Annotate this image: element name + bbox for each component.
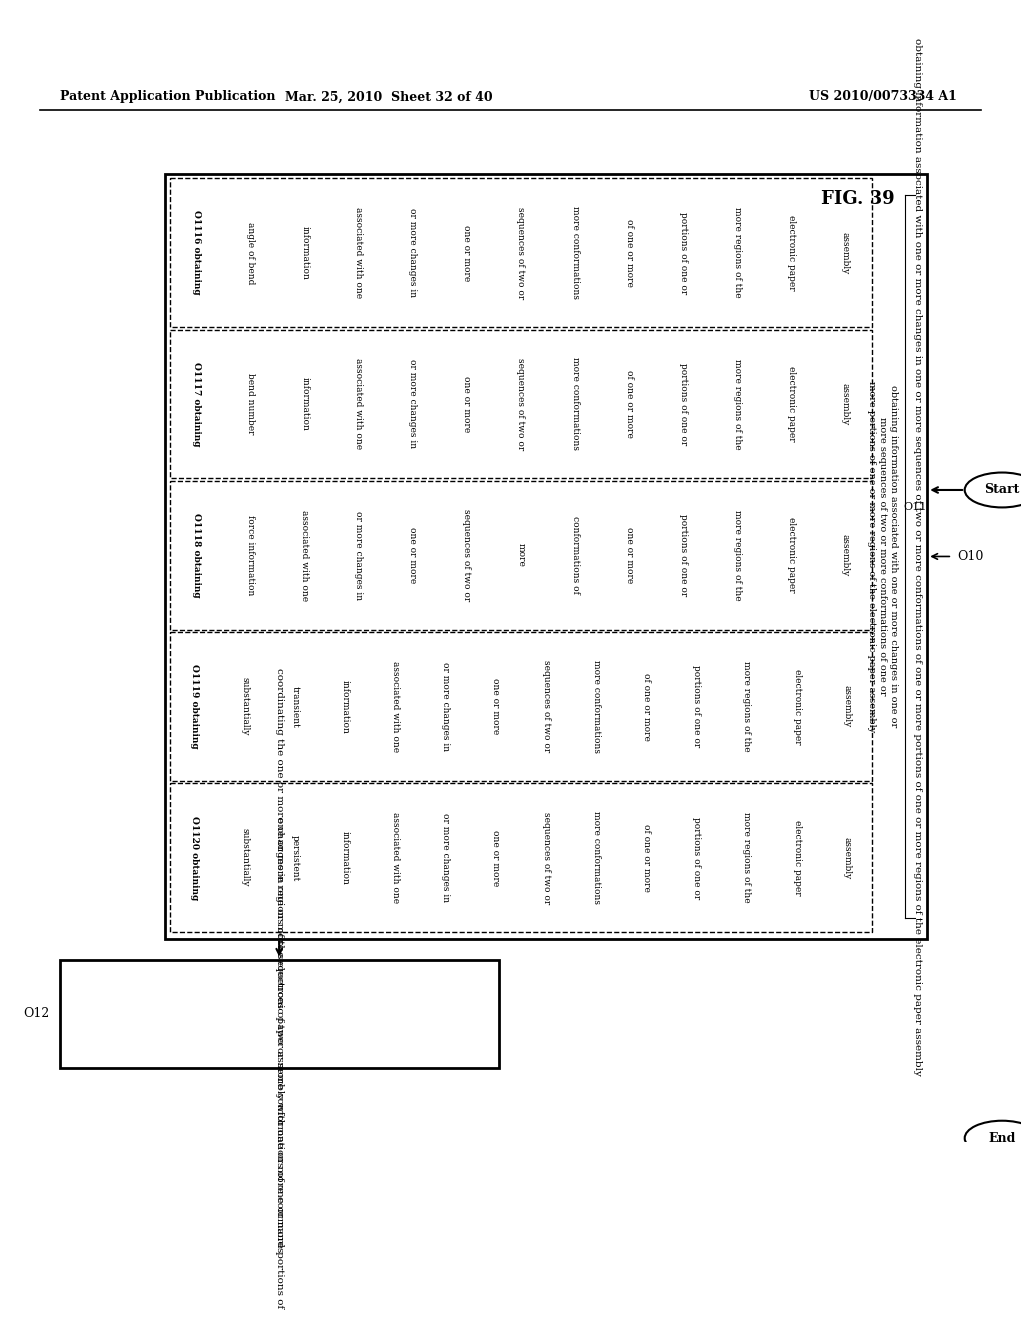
Text: electronic paper: electronic paper: [793, 820, 802, 895]
Text: more regions of the: more regions of the: [742, 812, 752, 903]
Text: O11: O11: [903, 502, 927, 512]
Text: or more changes in: or more changes in: [409, 209, 418, 297]
Text: more: more: [516, 544, 525, 568]
Text: substantially: substantially: [241, 677, 249, 735]
Text: more regions of the: more regions of the: [733, 207, 741, 298]
Text: of one or more: of one or more: [625, 370, 634, 438]
Text: one or more: one or more: [492, 829, 501, 886]
Text: portions of one or: portions of one or: [679, 513, 688, 597]
Text: coordinating the one or more changes in one or more sequences of two or more con: coordinating the one or more changes in …: [274, 668, 284, 1308]
Text: or more changes in: or more changes in: [441, 661, 451, 751]
Text: obtaining information associated with one or more changes in one or more sequenc: obtaining information associated with on…: [912, 37, 922, 1076]
Text: portions of one or: portions of one or: [679, 211, 688, 294]
Text: portions of one or: portions of one or: [692, 665, 701, 747]
Text: assembly: assembly: [841, 383, 850, 425]
Text: assembly: assembly: [841, 535, 850, 577]
Text: more regions of the: more regions of the: [733, 510, 741, 601]
Text: sequences of two or: sequences of two or: [516, 358, 525, 450]
Text: one or more: one or more: [409, 527, 418, 583]
Text: associated with one: associated with one: [354, 359, 364, 450]
Text: associated with one: associated with one: [391, 812, 400, 903]
Text: more regions of the: more regions of the: [733, 359, 741, 449]
Text: electronic paper: electronic paper: [786, 366, 796, 442]
Text: Start: Start: [984, 483, 1020, 496]
Text: information: information: [300, 378, 309, 430]
Text: electronic paper: electronic paper: [786, 215, 796, 290]
Text: portions of one or: portions of one or: [692, 817, 701, 899]
Text: information: information: [341, 680, 350, 734]
Text: sequences of two or: sequences of two or: [463, 510, 471, 602]
Text: information: information: [300, 226, 309, 280]
Text: O1119 obtaining: O1119 obtaining: [190, 664, 199, 748]
Text: End: End: [988, 1131, 1016, 1144]
Text: O1117 obtaining: O1117 obtaining: [193, 362, 201, 446]
Text: angle of bend: angle of bend: [246, 222, 255, 284]
Text: persistent: persistent: [291, 834, 300, 880]
Text: more conformations: more conformations: [570, 358, 580, 450]
Text: force information: force information: [246, 515, 255, 595]
Text: sequences of two or: sequences of two or: [516, 207, 525, 298]
Text: sequences of two or: sequences of two or: [542, 660, 551, 752]
Text: Patent Application Publication: Patent Application Publication: [59, 90, 275, 103]
Text: O12: O12: [24, 1007, 50, 1020]
Text: electronic paper: electronic paper: [786, 517, 796, 593]
Text: associated with one: associated with one: [354, 207, 364, 298]
Text: of one or more: of one or more: [625, 219, 634, 286]
Text: associated with one: associated with one: [300, 510, 309, 601]
Text: more regions of the: more regions of the: [742, 661, 752, 752]
Text: one or more: one or more: [463, 376, 471, 432]
Text: O10: O10: [957, 550, 984, 562]
Text: assembly: assembly: [843, 685, 852, 727]
Text: information: information: [341, 830, 350, 884]
Text: or more changes in: or more changes in: [354, 511, 364, 599]
Text: transient: transient: [291, 685, 300, 727]
Text: more conformations: more conformations: [592, 812, 601, 904]
Text: O1116 obtaining: O1116 obtaining: [193, 210, 201, 296]
Text: of one or more: of one or more: [642, 824, 651, 891]
Text: assembly: assembly: [843, 837, 852, 879]
Text: one or more: one or more: [492, 678, 501, 735]
Text: substantially: substantially: [241, 829, 249, 887]
Text: one or more regions of the electronic paper assembly with one or more commands: one or more regions of the electronic pa…: [274, 817, 284, 1251]
Text: more conformations: more conformations: [592, 660, 601, 752]
Text: more conformations: more conformations: [570, 206, 580, 300]
Text: one or more: one or more: [625, 527, 634, 583]
Text: conformations of: conformations of: [570, 516, 580, 594]
Text: one or more: one or more: [463, 224, 471, 281]
Text: O1120 obtaining: O1120 obtaining: [190, 816, 199, 900]
Text: O1118 obtaining: O1118 obtaining: [193, 513, 201, 598]
Text: Mar. 25, 2010  Sheet 32 of 40: Mar. 25, 2010 Sheet 32 of 40: [285, 90, 493, 103]
Text: bend number: bend number: [246, 374, 255, 434]
Text: of one or more: of one or more: [642, 672, 651, 741]
Text: associated with one: associated with one: [391, 661, 400, 752]
Text: electronic paper: electronic paper: [793, 669, 802, 744]
Text: assembly: assembly: [841, 231, 850, 273]
Text: US 2010/0073334 A1: US 2010/0073334 A1: [809, 90, 957, 103]
Text: portions of one or: portions of one or: [679, 363, 688, 445]
Text: or more changes in: or more changes in: [441, 813, 451, 903]
Text: sequences of two or: sequences of two or: [542, 812, 551, 904]
Text: or more changes in: or more changes in: [409, 359, 418, 449]
Text: FIG. 39: FIG. 39: [820, 190, 894, 209]
Text: obtaining information associated with one or more changes in one or
more sequenc: obtaining information associated with on…: [867, 381, 898, 733]
